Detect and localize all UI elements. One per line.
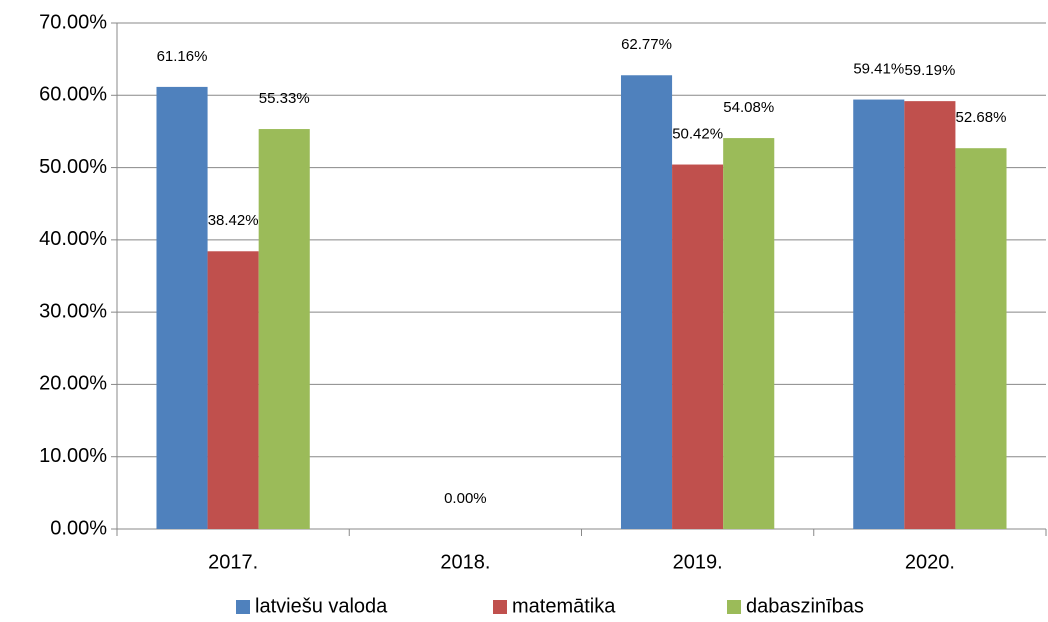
x-tick-label: 2018.: [440, 551, 490, 573]
bar: [723, 138, 775, 529]
data-label: 59.41%: [853, 61, 904, 78]
x-tick-label: 2020.: [905, 551, 955, 573]
x-tick-label: 2019.: [673, 551, 723, 573]
legend-label: matemātika: [512, 595, 616, 617]
data-label: 61.16%: [157, 48, 208, 65]
x-tick-label: 2017.: [208, 551, 258, 573]
bar: [620, 75, 673, 529]
legend-swatch: [493, 600, 507, 614]
bar: [207, 251, 259, 529]
y-tick-label: 20.00%: [39, 373, 107, 395]
data-label: 0.00%: [444, 490, 487, 507]
data-label: 62.77%: [621, 36, 672, 53]
data-label: 52.68%: [956, 109, 1007, 126]
data-label: 50.42%: [672, 126, 723, 143]
y-tick-label: 30.00%: [39, 300, 107, 322]
data-label: 54.08%: [723, 99, 774, 116]
bar: [955, 148, 1007, 529]
y-tick-label: 70.00%: [39, 11, 107, 33]
y-tick-label: 60.00%: [39, 84, 107, 106]
y-tick-label: 0.00%: [50, 517, 107, 539]
y-tick-label: 10.00%: [39, 445, 107, 467]
data-label: 55.33%: [259, 90, 310, 107]
y-tick-label: 50.00%: [39, 156, 107, 178]
bar: [672, 164, 724, 529]
legend-swatch: [236, 600, 250, 614]
bar: [904, 101, 956, 529]
y-tick-label: 40.00%: [39, 228, 107, 250]
bar: [156, 86, 208, 529]
legend-label: latviešu valoda: [255, 595, 388, 617]
bar: [853, 99, 905, 529]
data-label: 59.19%: [904, 62, 955, 79]
bar: [258, 129, 310, 529]
legend-label: dabaszinības: [746, 595, 864, 617]
legend-swatch: [727, 600, 741, 614]
data-label: 38.42%: [208, 212, 259, 229]
